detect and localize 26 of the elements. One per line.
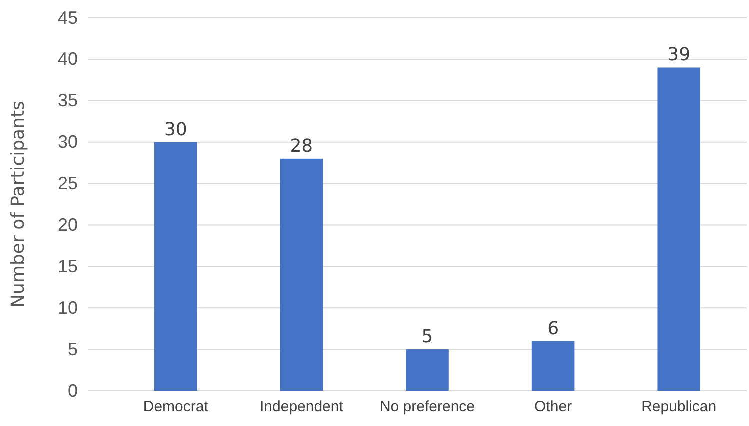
data-label: 28 bbox=[290, 136, 314, 157]
y-tick-label: 25 bbox=[58, 174, 78, 194]
data-label: 5 bbox=[422, 326, 434, 348]
y-axis-title: Number of Participants bbox=[8, 101, 29, 308]
y-tick-label: 30 bbox=[58, 132, 78, 152]
x-tick-label: Other bbox=[534, 398, 572, 416]
y-tick-label: 0 bbox=[68, 380, 78, 401]
bar bbox=[532, 341, 575, 391]
x-tick-label: Republican bbox=[642, 398, 717, 416]
y-tick-label: 5 bbox=[68, 339, 78, 360]
bar bbox=[154, 142, 198, 391]
data-label: 39 bbox=[668, 44, 691, 66]
y-tick-label: 15 bbox=[58, 256, 78, 276]
x-tick-label: No preference bbox=[380, 398, 476, 416]
bar bbox=[280, 158, 324, 391]
y-tick-label: 40 bbox=[58, 49, 78, 70]
y-tick-label: 35 bbox=[58, 90, 78, 111]
bar bbox=[658, 68, 700, 391]
y-tick-label: 20 bbox=[58, 214, 78, 235]
y-tick-label: 10 bbox=[58, 298, 78, 318]
bar bbox=[406, 350, 449, 391]
data-label: 30 bbox=[164, 119, 188, 140]
x-tick-label: Democrat bbox=[143, 398, 210, 416]
x-tick-label: Independent bbox=[260, 398, 344, 416]
y-tick-label: 45 bbox=[58, 8, 78, 28]
data-label: 6 bbox=[548, 318, 560, 340]
